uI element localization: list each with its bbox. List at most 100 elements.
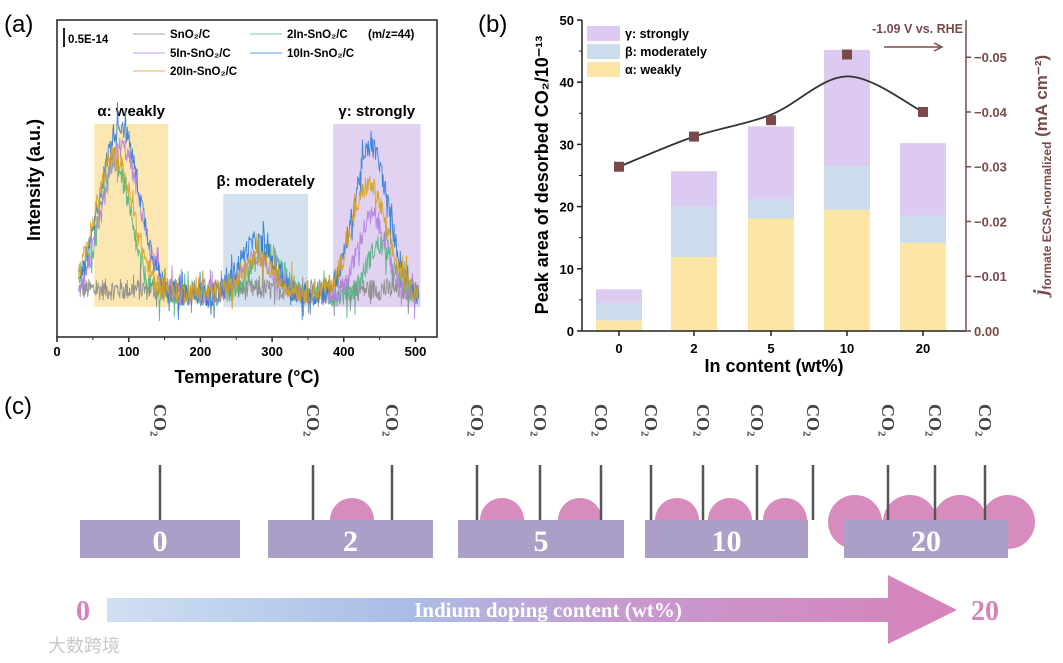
x-tick-label: 200 xyxy=(190,344,212,359)
y-tick-label: 30 xyxy=(560,137,574,152)
legend-label: 20In-SnO₂/C xyxy=(170,66,237,78)
arrow-head-icon xyxy=(933,42,944,52)
x-tick-label: 5 xyxy=(767,341,774,356)
annotation: (m/z=44) xyxy=(368,29,415,41)
x-tick-label: 100 xyxy=(118,344,140,359)
chart-b: 010203040500.00−0.01−0.02−0.03−0.04−0.05… xyxy=(532,13,1054,376)
substrate-label: 5 xyxy=(534,525,549,558)
substrate-block xyxy=(844,520,1008,558)
legend-swatch xyxy=(587,26,620,41)
substrate-block xyxy=(458,520,624,558)
co2-molecule-label: CO₂ xyxy=(382,404,402,436)
x-tick-label: 400 xyxy=(333,344,355,359)
substrate-label: 2 xyxy=(343,525,358,558)
region-label: γ: strongly xyxy=(338,103,415,120)
arrow-label: Indium doping content (wt%) xyxy=(414,598,682,622)
substrate-label: 0 xyxy=(153,525,168,558)
y2-tick-label: −0.03 xyxy=(974,160,1007,175)
bar-segment xyxy=(900,215,946,243)
bar-segment xyxy=(748,126,794,200)
bar-segment xyxy=(596,303,642,321)
substrate-block xyxy=(268,520,433,558)
legend-label: 2In-SnO₂/C xyxy=(287,29,348,41)
y-tick-label: 10 xyxy=(560,262,574,277)
co2-molecule-label: CO₂ xyxy=(803,404,823,436)
y-tick-label: 50 xyxy=(560,13,574,28)
co2-molecule-label: CO₂ xyxy=(693,404,713,436)
region-label: α: weakly xyxy=(97,103,165,120)
data-marker xyxy=(689,131,699,142)
legend-label: β: moderately xyxy=(625,45,707,59)
fit-line xyxy=(618,75,924,168)
bar-segment xyxy=(824,209,870,331)
y2-label-unit: (mA cm⁻²) xyxy=(1032,55,1051,142)
legend-label: 5In-SnO₂/C xyxy=(170,48,231,60)
y2-tick-label: −0.04 xyxy=(974,105,1008,120)
bar-segment xyxy=(671,206,717,257)
panel-label-c: (c) xyxy=(4,393,32,420)
x-axis-label: In content (wt%) xyxy=(705,356,844,376)
bar-segment xyxy=(596,320,642,331)
series-trace xyxy=(78,146,420,310)
bar-segment xyxy=(900,242,946,331)
data-marker xyxy=(842,49,852,60)
co2-molecule-label: CO₂ xyxy=(150,404,170,436)
y-axis-label: Peak area of desorbed CO₂/10⁻¹³ xyxy=(532,36,552,315)
substrate-label: 10 xyxy=(712,525,742,558)
series-trace xyxy=(78,102,420,321)
y2-tick-label: −0.05 xyxy=(974,50,1007,65)
legend-swatch xyxy=(587,44,620,59)
panel-label-a: (a) xyxy=(4,11,33,38)
doping-arrow xyxy=(107,575,957,644)
co2-molecule-label: CO₂ xyxy=(591,404,611,436)
panel-label-b: (b) xyxy=(478,11,507,38)
data-marker xyxy=(918,106,928,117)
legend-label: SnO₂/C xyxy=(170,29,210,41)
watermark: 大数跨境 xyxy=(48,636,120,656)
substrate-label: 20 xyxy=(911,525,941,558)
co2-molecule-label: CO₂ xyxy=(303,404,323,436)
y2-axis-label: jformate ECSA-normalized (mA cm⁻²) xyxy=(1030,55,1054,298)
data-marker xyxy=(766,115,776,126)
x-tick-label: 500 xyxy=(405,344,427,359)
x-tick-label: 0 xyxy=(615,341,622,356)
x-tick-label: 20 xyxy=(916,341,930,356)
region-label: β: moderately xyxy=(216,173,315,190)
y-tick-label: 40 xyxy=(560,75,574,90)
series-trace xyxy=(78,151,420,322)
x-tick-label: 10 xyxy=(840,341,854,356)
y2-tick-label: −0.02 xyxy=(974,214,1007,229)
arrow-end-label: 20 xyxy=(971,596,999,627)
legend-label: γ: strongly xyxy=(625,27,689,41)
bar-segment xyxy=(824,166,870,210)
co2-molecule-label: CO₂ xyxy=(878,404,898,436)
co2-molecule-label: CO₂ xyxy=(975,404,995,436)
bar-segment xyxy=(748,199,794,219)
co2-molecule-label: CO₂ xyxy=(641,404,661,436)
bar-segment xyxy=(671,256,717,331)
x-tick-label: 0 xyxy=(53,344,60,359)
bar-segment xyxy=(748,218,794,331)
potential-annotation: -1.09 V vs. RHE xyxy=(872,22,963,36)
data-marker xyxy=(614,161,624,172)
chart-a: α: weakly β: moderately γ: strongly 0 100 200… xyxy=(24,19,438,387)
bar-segment xyxy=(596,289,642,304)
legend-label: α: weakly xyxy=(625,63,681,77)
legend-label: 10In-SnO₂/C xyxy=(287,48,354,60)
y2-label-symbol: j xyxy=(1030,289,1052,298)
bar-segment xyxy=(824,49,870,167)
y-axis-label: Intensity (a.u.) xyxy=(24,119,44,241)
y2-tick-label: 0.00 xyxy=(974,324,999,339)
arrow-start-label: 0 xyxy=(76,596,90,627)
bar-segment xyxy=(671,171,717,207)
substrate-block xyxy=(80,520,240,558)
legend-swatch xyxy=(587,62,620,77)
x-tick-label: 300 xyxy=(261,344,283,359)
schematic-c: 0 CO₂ 2 CO₂ CO₂ 5 CO₂ CO₂ CO₂ 10 CO₂ CO₂ CO₂ CO₂ 20 CO₂… xyxy=(76,404,1035,644)
plot-frame xyxy=(56,19,438,338)
y-tick-label: 20 xyxy=(560,200,574,215)
y-tick-label: 0 xyxy=(567,324,574,339)
bar-segment xyxy=(900,143,946,216)
x-tick-label: 2 xyxy=(690,341,697,356)
